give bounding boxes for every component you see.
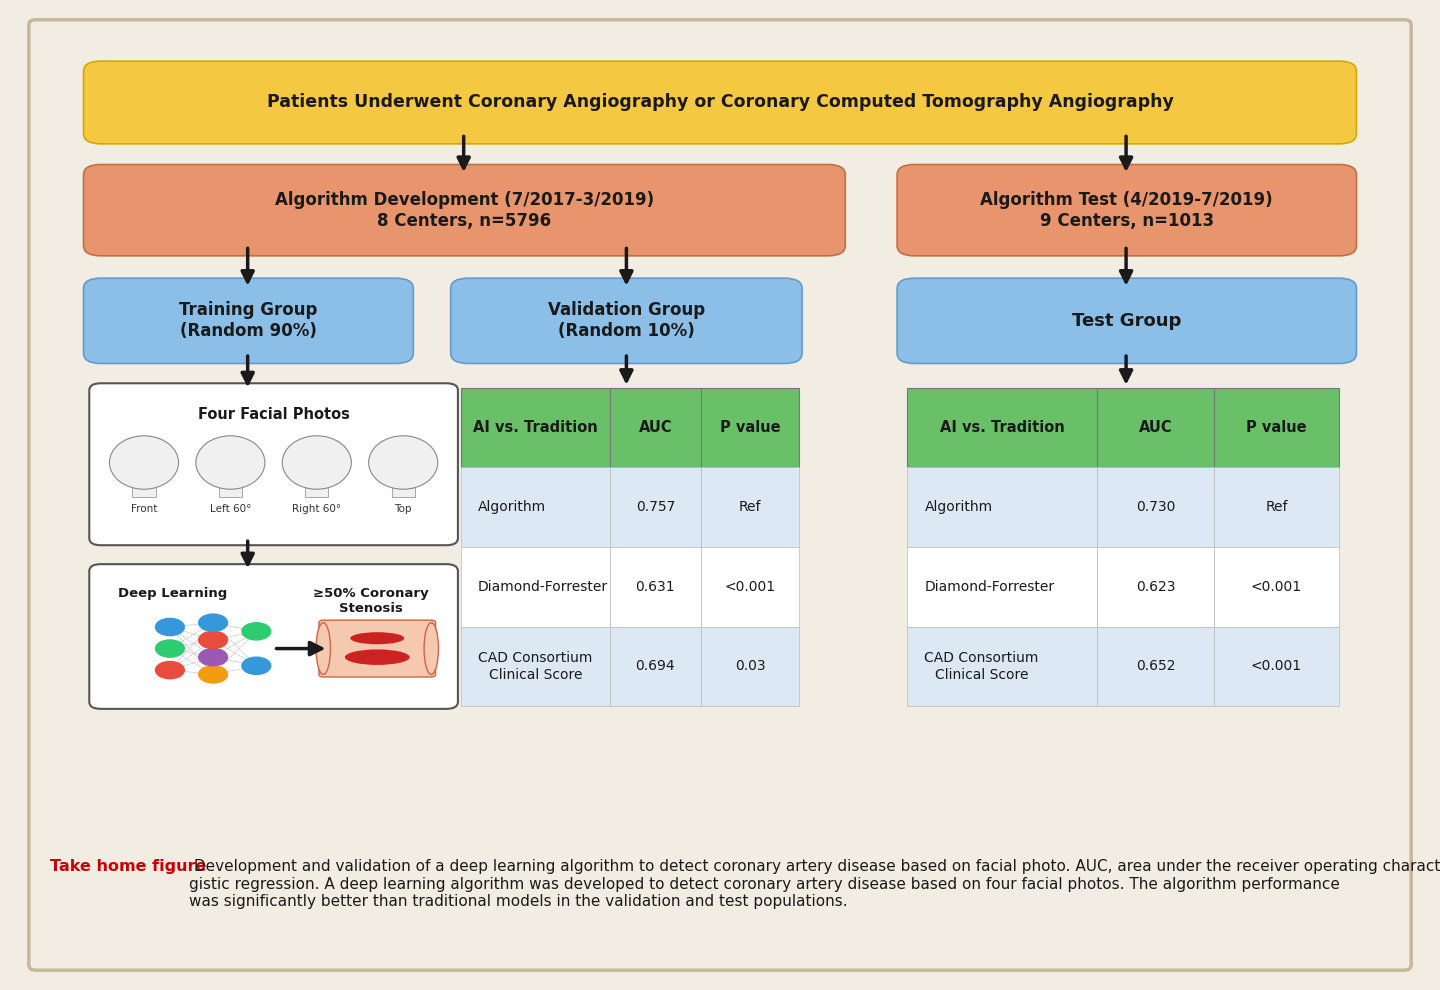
Text: <0.001: <0.001 bbox=[724, 580, 776, 594]
Text: Top: Top bbox=[395, 504, 412, 514]
Text: Left 60°: Left 60° bbox=[210, 504, 251, 514]
Circle shape bbox=[156, 640, 184, 657]
Text: Ref: Ref bbox=[1266, 500, 1287, 514]
Text: <0.001: <0.001 bbox=[1251, 580, 1302, 594]
FancyBboxPatch shape bbox=[1214, 627, 1339, 706]
FancyBboxPatch shape bbox=[609, 627, 701, 706]
FancyBboxPatch shape bbox=[89, 383, 458, 545]
Text: CAD Consortium
Clinical Score: CAD Consortium Clinical Score bbox=[478, 651, 592, 681]
FancyBboxPatch shape bbox=[609, 467, 701, 546]
Text: Patients Underwent Coronary Angiography or Coronary Computed Tomography Angiogra: Patients Underwent Coronary Angiography … bbox=[266, 93, 1174, 112]
Text: AI vs. Tradition: AI vs. Tradition bbox=[472, 420, 598, 435]
Ellipse shape bbox=[196, 436, 265, 489]
Text: AI vs. Tradition: AI vs. Tradition bbox=[940, 420, 1064, 435]
FancyBboxPatch shape bbox=[84, 61, 1356, 144]
Text: P value: P value bbox=[720, 420, 780, 435]
Circle shape bbox=[199, 614, 228, 632]
Text: Algorithm: Algorithm bbox=[924, 500, 992, 514]
FancyBboxPatch shape bbox=[701, 546, 799, 627]
FancyBboxPatch shape bbox=[897, 278, 1356, 363]
FancyBboxPatch shape bbox=[392, 475, 415, 497]
Text: 0.730: 0.730 bbox=[1136, 500, 1175, 514]
FancyBboxPatch shape bbox=[89, 564, 458, 709]
Ellipse shape bbox=[346, 649, 410, 665]
FancyBboxPatch shape bbox=[461, 467, 609, 546]
FancyBboxPatch shape bbox=[1097, 546, 1214, 627]
Text: <0.001: <0.001 bbox=[1251, 659, 1302, 673]
Text: Take home figure: Take home figure bbox=[50, 859, 207, 874]
Text: 0.623: 0.623 bbox=[1136, 580, 1175, 594]
FancyBboxPatch shape bbox=[897, 164, 1356, 255]
Text: ≥50% Coronary
Stenosis: ≥50% Coronary Stenosis bbox=[314, 586, 429, 615]
FancyBboxPatch shape bbox=[609, 546, 701, 627]
Text: Algorithm Development (7/2017-3/2019)
8 Centers, n=5796: Algorithm Development (7/2017-3/2019) 8 … bbox=[275, 191, 654, 230]
Text: Validation Group
(Random 10%): Validation Group (Random 10%) bbox=[547, 301, 706, 341]
FancyBboxPatch shape bbox=[1097, 467, 1214, 546]
Text: AUC: AUC bbox=[638, 420, 672, 435]
FancyBboxPatch shape bbox=[701, 388, 799, 467]
FancyBboxPatch shape bbox=[451, 278, 802, 363]
Text: Four Facial Photos: Four Facial Photos bbox=[197, 408, 350, 423]
FancyBboxPatch shape bbox=[84, 164, 845, 255]
Text: CAD Consortium
Clinical Score: CAD Consortium Clinical Score bbox=[924, 651, 1038, 681]
FancyBboxPatch shape bbox=[701, 627, 799, 706]
Ellipse shape bbox=[109, 436, 179, 489]
FancyBboxPatch shape bbox=[320, 620, 435, 677]
FancyBboxPatch shape bbox=[1097, 627, 1214, 706]
Text: Right 60°: Right 60° bbox=[292, 504, 341, 514]
Text: Ref: Ref bbox=[739, 500, 762, 514]
FancyBboxPatch shape bbox=[609, 388, 701, 467]
FancyBboxPatch shape bbox=[1214, 467, 1339, 546]
Ellipse shape bbox=[423, 623, 439, 674]
Text: P value: P value bbox=[1246, 420, 1308, 435]
FancyBboxPatch shape bbox=[907, 627, 1097, 706]
FancyBboxPatch shape bbox=[1097, 388, 1214, 467]
Ellipse shape bbox=[350, 633, 405, 644]
Ellipse shape bbox=[369, 436, 438, 489]
Text: 0.652: 0.652 bbox=[1136, 659, 1175, 673]
Text: Training Group
(Random 90%): Training Group (Random 90%) bbox=[179, 301, 318, 341]
FancyBboxPatch shape bbox=[132, 475, 156, 497]
Ellipse shape bbox=[282, 436, 351, 489]
Text: 0.03: 0.03 bbox=[734, 659, 766, 673]
FancyBboxPatch shape bbox=[219, 475, 242, 497]
Text: Algorithm: Algorithm bbox=[478, 500, 546, 514]
Ellipse shape bbox=[317, 623, 331, 674]
Text: Algorithm Test (4/2019-7/2019)
9 Centers, n=1013: Algorithm Test (4/2019-7/2019) 9 Centers… bbox=[981, 191, 1273, 230]
Circle shape bbox=[199, 648, 228, 666]
Circle shape bbox=[242, 623, 271, 640]
FancyBboxPatch shape bbox=[461, 388, 609, 467]
FancyBboxPatch shape bbox=[305, 475, 328, 497]
FancyBboxPatch shape bbox=[907, 546, 1097, 627]
FancyBboxPatch shape bbox=[461, 546, 609, 627]
FancyBboxPatch shape bbox=[461, 627, 609, 706]
Text: Diamond-Forrester: Diamond-Forrester bbox=[478, 580, 608, 594]
FancyBboxPatch shape bbox=[1214, 388, 1339, 467]
Text: Diamond-Forrester: Diamond-Forrester bbox=[924, 580, 1054, 594]
FancyBboxPatch shape bbox=[84, 278, 413, 363]
FancyBboxPatch shape bbox=[1214, 546, 1339, 627]
Text: Development and validation of a deep learning algorithm to detect coronary arter: Development and validation of a deep lea… bbox=[189, 859, 1440, 909]
Text: Test Group: Test Group bbox=[1073, 312, 1181, 330]
Circle shape bbox=[156, 661, 184, 679]
Circle shape bbox=[242, 657, 271, 674]
Circle shape bbox=[199, 666, 228, 683]
FancyBboxPatch shape bbox=[907, 467, 1097, 546]
Text: Front: Front bbox=[131, 504, 157, 514]
Text: 0.757: 0.757 bbox=[635, 500, 675, 514]
Text: AUC: AUC bbox=[1139, 420, 1172, 435]
Circle shape bbox=[199, 632, 228, 648]
Circle shape bbox=[156, 619, 184, 636]
Text: Deep Learning: Deep Learning bbox=[118, 586, 228, 600]
FancyBboxPatch shape bbox=[907, 388, 1097, 467]
FancyBboxPatch shape bbox=[701, 467, 799, 546]
Text: 0.631: 0.631 bbox=[635, 580, 675, 594]
Text: 0.694: 0.694 bbox=[635, 659, 675, 673]
